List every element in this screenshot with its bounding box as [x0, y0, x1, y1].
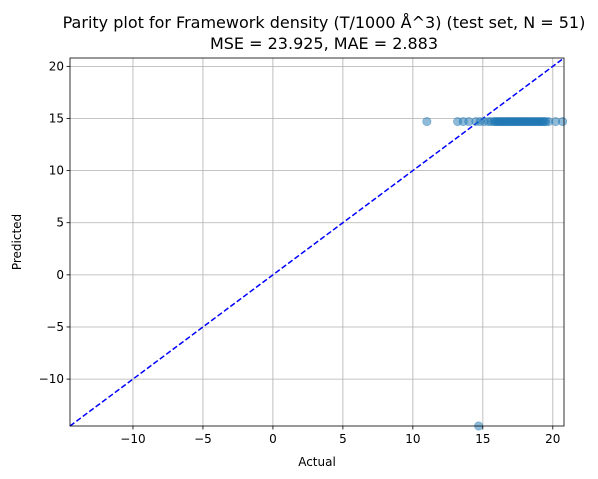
- x-tick-label: −10: [120, 432, 145, 446]
- x-tick-label: 0: [269, 432, 277, 446]
- y-tick-label: 5: [56, 216, 64, 230]
- y-tick-label: −10: [39, 372, 64, 386]
- plot-area: −10 −5 0 5 10 15 20 −10 −5 0 5 10 15 20: [39, 57, 568, 446]
- plot-frame: [69, 57, 565, 427]
- x-tick-label: 15: [475, 432, 490, 446]
- y-tick-label: 20: [49, 59, 64, 73]
- x-tick-label: 5: [339, 432, 347, 446]
- y-tick-label: 10: [49, 164, 64, 178]
- y-tick-label: −5: [46, 320, 64, 334]
- chart-subtitle: MSE = 23.925, MAE = 2.883: [210, 34, 438, 53]
- x-tick-label: 20: [545, 432, 560, 446]
- x-tick-label: 10: [405, 432, 420, 446]
- x-tick-label: −5: [194, 432, 212, 446]
- chart-title: Parity plot for Framework density (T/100…: [63, 13, 586, 32]
- y-axis-label: Predicted: [10, 214, 24, 270]
- x-axis-ticks: −10 −5 0 5 10 15 20: [120, 426, 560, 446]
- x-axis-label: Actual: [298, 455, 336, 469]
- data-point: [558, 117, 568, 127]
- y-tick-label: 0: [56, 268, 64, 282]
- y-axis-ticks: −10 −5 0 5 10 15 20: [39, 59, 70, 386]
- y-tick-label: 15: [49, 111, 64, 125]
- data-point: [422, 117, 432, 127]
- data-points: [422, 117, 568, 431]
